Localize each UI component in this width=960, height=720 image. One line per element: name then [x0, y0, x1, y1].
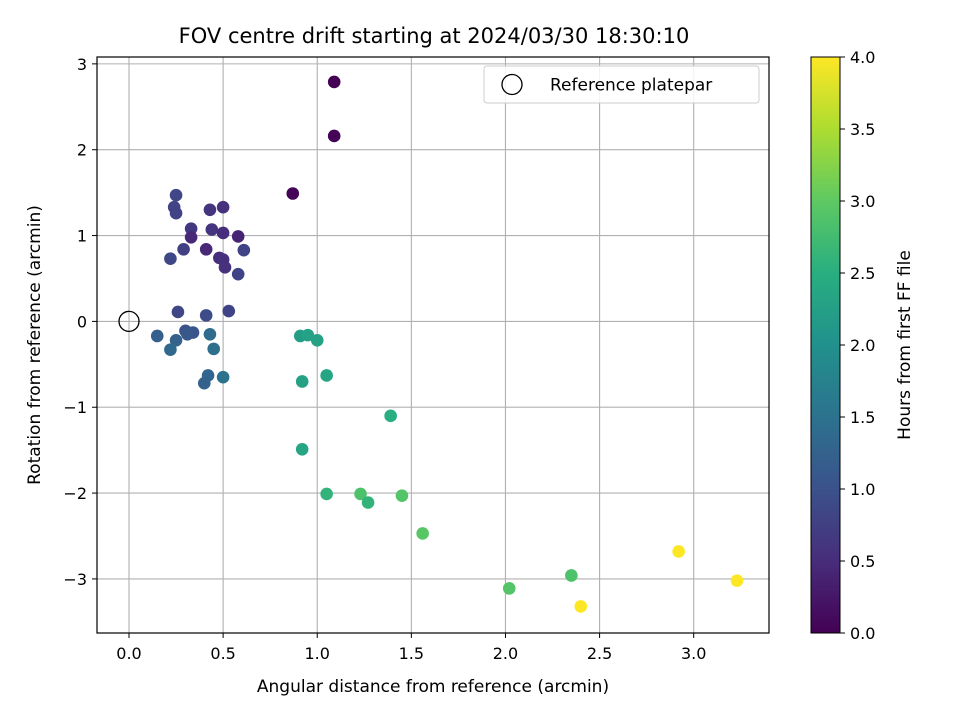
chart-title: FOV centre drift starting at 2024/03/30 … — [179, 24, 690, 48]
x-tick-label: 2.0 — [493, 644, 518, 663]
colorbar-tick-label: 2.5 — [850, 264, 875, 283]
data-point — [197, 376, 211, 390]
colorbar-tick-label: 0.5 — [850, 552, 875, 571]
colorbar-tick-label: 1.0 — [850, 480, 875, 499]
data-point — [320, 487, 333, 501]
x-tick-label: 3.0 — [681, 644, 706, 663]
data-point — [237, 243, 251, 257]
data-point — [169, 333, 183, 347]
y-tick-label: 3 — [77, 55, 87, 74]
data-point — [164, 252, 177, 266]
data-point — [199, 309, 213, 322]
y-axis: −3 −2 −1 0 1 2 3 — [63, 55, 97, 589]
grid — [97, 57, 769, 633]
data-point — [320, 369, 333, 382]
colorbar-tick-label: 0.0 — [850, 624, 875, 643]
x-tick-label: 0.0 — [116, 644, 141, 663]
data-point — [177, 242, 190, 256]
data-point — [354, 487, 367, 501]
data-point — [231, 267, 245, 281]
legend: Reference platepar — [483, 65, 760, 104]
data-point — [216, 200, 230, 214]
data-point — [231, 230, 245, 243]
data-point — [169, 188, 183, 202]
data-point — [327, 75, 341, 89]
data-point — [203, 327, 217, 341]
y-tick-label: −2 — [63, 484, 87, 503]
colorbar-ticks: 0.0 0.5 1.0 1.5 2.0 2.5 3.0 3.5 4.0 — [840, 48, 875, 643]
x-tick-label: 0.5 — [210, 644, 235, 663]
colorbar-tick-label: 2.0 — [850, 336, 875, 355]
data-point — [565, 569, 578, 582]
colorbar-tick-label: 4.0 — [850, 48, 875, 67]
data-point — [171, 305, 185, 319]
data-point — [301, 328, 315, 342]
data-point — [310, 333, 324, 347]
colorbar-tick-label: 3.5 — [850, 120, 875, 139]
x-axis-label: Angular distance from reference (arcmin) — [257, 677, 609, 697]
y-tick-label: 1 — [77, 227, 87, 246]
x-axis: 0.0 0.5 1.0 1.5 2.0 2.5 3.0 — [116, 633, 706, 663]
data-point — [327, 129, 341, 143]
data-point — [295, 442, 309, 456]
y-tick-label: 0 — [77, 312, 87, 331]
y-tick-label: −3 — [63, 570, 87, 589]
y-tick-label: −1 — [63, 398, 87, 417]
data-point — [672, 545, 685, 558]
colorbar: 0.0 0.5 1.0 1.5 2.0 2.5 3.0 3.5 4.0 Hours from f… — [810, 48, 915, 643]
data-point — [416, 527, 429, 540]
y-tick-label: 2 — [77, 141, 87, 160]
data-point — [150, 329, 164, 343]
plot-frame — [96, 56, 770, 634]
data-point — [203, 203, 217, 217]
colorbar-tick-label: 1.5 — [850, 408, 875, 427]
data-point — [205, 223, 219, 236]
x-tick-label: 1.5 — [399, 644, 424, 663]
reference-marker — [118, 310, 140, 333]
data-point — [218, 261, 232, 274]
x-tick-label: 2.5 — [587, 644, 612, 663]
data-point — [286, 187, 300, 200]
colorbar-tick-label: 3.0 — [850, 192, 875, 211]
x-tick-label: 1.0 — [305, 644, 330, 663]
reference-point — [118, 310, 140, 333]
data-point — [184, 230, 198, 244]
data-point — [216, 226, 230, 240]
data-point — [181, 327, 194, 341]
colorbar-label: Hours from first FF file — [895, 250, 915, 440]
data-point — [216, 370, 230, 384]
colorbar-gradient — [810, 56, 841, 634]
data-point — [222, 304, 236, 318]
legend-label: Reference platepar — [550, 76, 712, 96]
data-point — [207, 342, 221, 356]
data-point — [199, 242, 213, 256]
data-point — [295, 375, 309, 388]
legend-reference-marker — [501, 73, 523, 96]
data-point — [395, 489, 409, 502]
data-point — [730, 574, 744, 587]
data-points — [150, 75, 744, 613]
data-point — [164, 343, 177, 357]
data-point — [169, 206, 183, 220]
y-axis-label: Rotation from reference (arcmin) — [25, 205, 45, 485]
data-point — [574, 600, 588, 613]
data-point — [502, 582, 516, 595]
legend-box — [483, 65, 760, 104]
data-point — [384, 409, 397, 423]
data-point — [361, 496, 375, 509]
